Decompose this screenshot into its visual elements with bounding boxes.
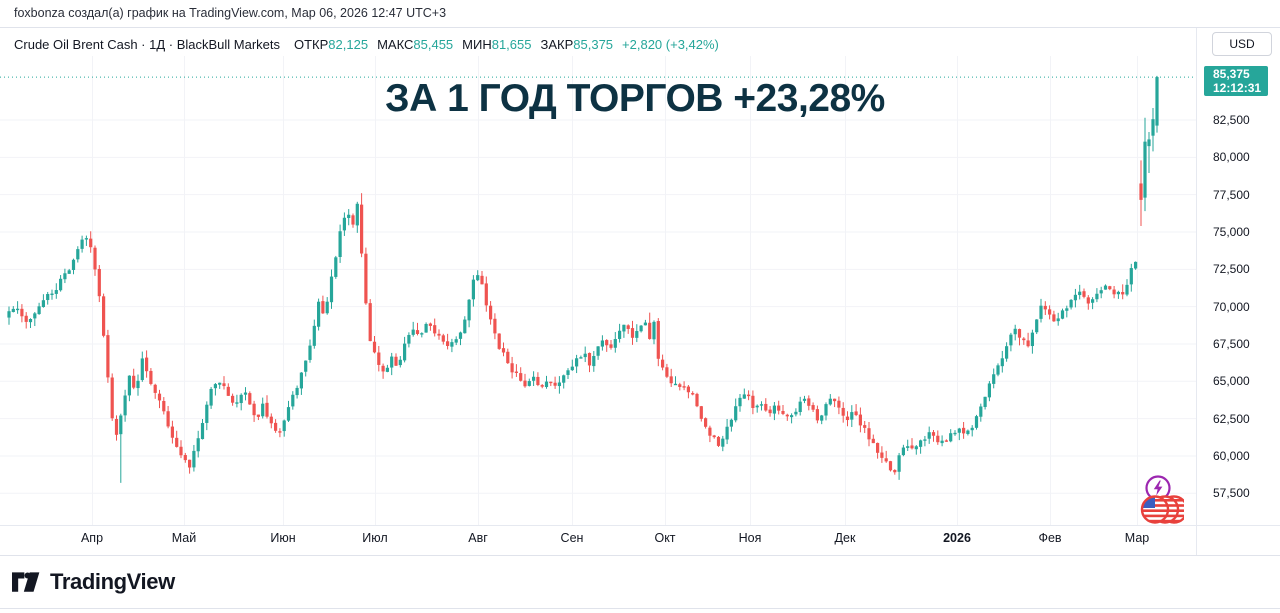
- tradingview-logo[interactable]: TradingView: [12, 569, 175, 595]
- chart-annotation-title: ЗА 1 ГОД ТОРГОВ +23,28%: [385, 77, 885, 120]
- time-tick-label: Июн: [270, 531, 296, 545]
- price-tick-label: 70,000: [1213, 299, 1250, 314]
- ohlc-label: МИН: [462, 36, 492, 52]
- last-price-badge: 85,375 12:12:31: [1204, 66, 1268, 96]
- ohlc-fields: ОТКР82,125 МАКС85,455 МИН81,655 ЗАКР85,375: [294, 37, 622, 52]
- time-tick-label: 2026: [943, 531, 971, 545]
- ohlc-label: ЗАКР: [540, 36, 574, 52]
- time-tick-label: Апр: [80, 531, 104, 545]
- ohlc-value: 81,655: [491, 36, 532, 52]
- time-tick-label: Сен: [560, 531, 584, 545]
- symbol-title: Crude Oil Brent Cash · 1Д · BlackBull Ma…: [14, 36, 280, 52]
- time-tick-label: Дек: [834, 531, 856, 545]
- price-tick-label: 65,000: [1213, 374, 1250, 389]
- attribution-text: foxbonza создал(а) график на TradingView…: [0, 0, 1280, 28]
- ohlc-label: ОТКР: [294, 36, 329, 52]
- time-tick-label: Авг: [468, 531, 488, 545]
- page-bottom-border: [0, 608, 1280, 609]
- price-tick-label: 60,000: [1213, 448, 1250, 463]
- price-tick-label: 82,500: [1213, 113, 1250, 127]
- time-tick-label: Июл: [362, 531, 388, 545]
- ohlc-value: 85,375: [573, 36, 614, 52]
- time-scale-separator: [0, 525, 1280, 526]
- change-value: +2,820 (+3,42%): [622, 36, 719, 52]
- ohlc-label: МАКС: [377, 36, 414, 52]
- ohlc-value: 82,125: [328, 36, 369, 52]
- price-tick-label: 80,000: [1213, 150, 1250, 165]
- footer: TradingView: [0, 556, 1280, 608]
- price-tick-label: 72,500: [1213, 262, 1250, 277]
- price-scale-separator: [1196, 28, 1197, 555]
- time-tick-label: Мар: [1124, 531, 1150, 545]
- tradingview-logo-icon: [12, 571, 40, 592]
- price-tick-label: 67,500: [1213, 336, 1250, 351]
- price-tick-label: 77,500: [1213, 187, 1250, 202]
- chart-header: Crude Oil Brent Cash · 1Д · BlackBull Ma…: [14, 34, 719, 54]
- price-tick-label: 75,000: [1213, 224, 1250, 239]
- time-tick-label: Ноя: [738, 531, 762, 545]
- ohlc-value: 85,455: [413, 36, 454, 52]
- bar-countdown: 12:12:31: [1213, 81, 1262, 95]
- widget-bottom-border: [0, 555, 1280, 556]
- tradingview-wordmark: TradingView: [50, 569, 175, 594]
- flags-sticker-icon: [1140, 494, 1189, 530]
- price-tick-label: 57,500: [1213, 486, 1250, 501]
- price-tick-label: 62,500: [1213, 411, 1250, 426]
- last-price-value: 85,375: [1213, 67, 1250, 81]
- currency-button[interactable]: USD: [1212, 32, 1272, 56]
- time-tick-label: Фев: [1038, 531, 1062, 545]
- time-tick-label: Май: [171, 531, 197, 545]
- time-tick-label: Окт: [654, 531, 676, 545]
